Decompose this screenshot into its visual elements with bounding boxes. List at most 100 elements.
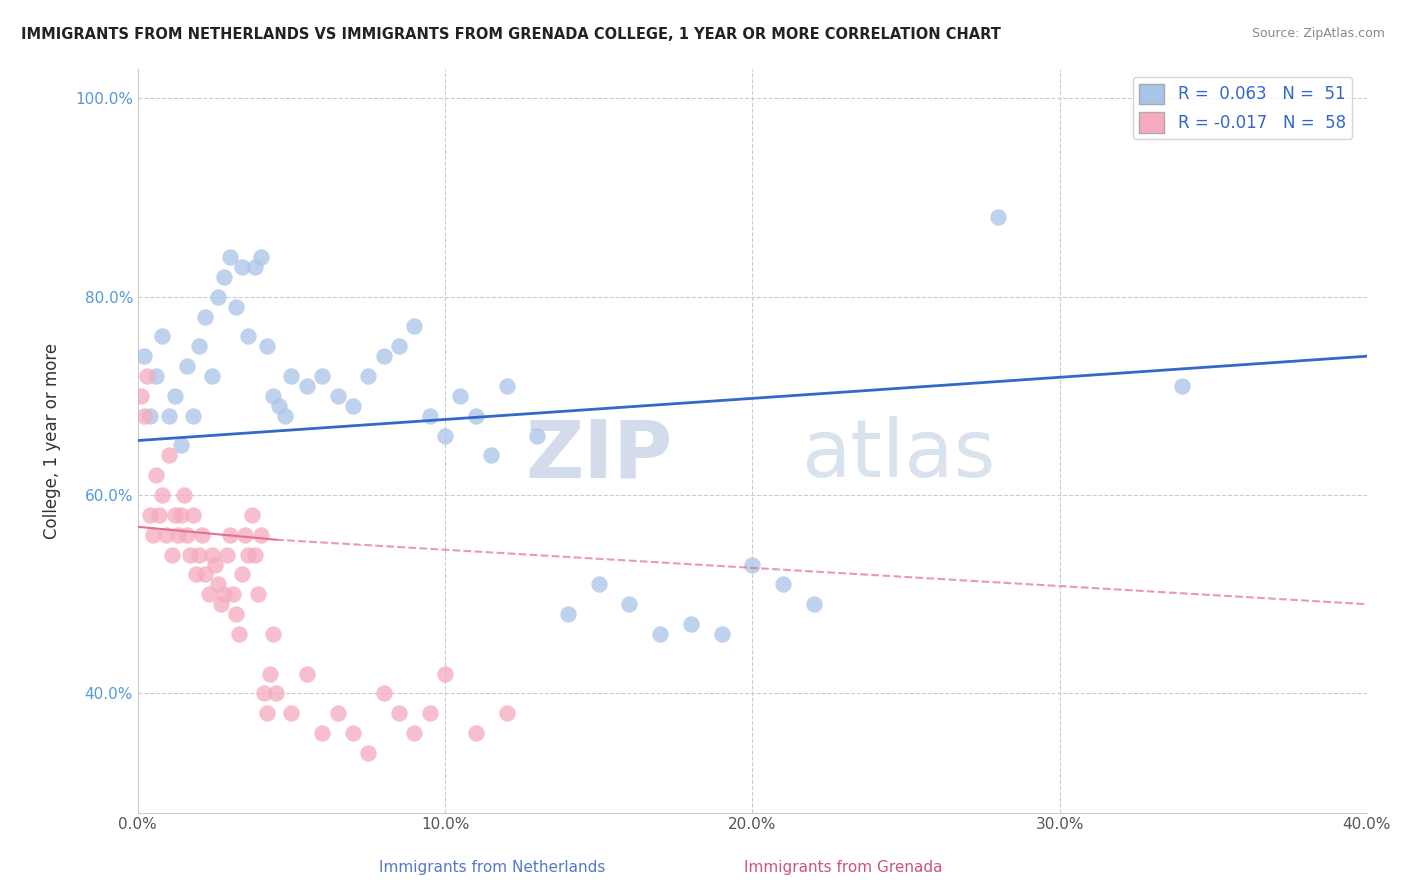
Point	[152, 488, 174, 502]
Text: Source: ZipAtlas.com: Source: ZipAtlas.com	[1251, 27, 1385, 40]
Point	[142, 528, 165, 542]
Point	[145, 468, 167, 483]
Point	[650, 627, 672, 641]
Point	[176, 359, 198, 373]
Point	[136, 369, 159, 384]
Point	[495, 706, 517, 721]
Point	[152, 329, 174, 343]
Point	[246, 587, 269, 601]
Point	[139, 508, 162, 522]
Point	[326, 389, 349, 403]
Point	[238, 548, 260, 562]
Point	[170, 508, 193, 522]
Point	[342, 399, 364, 413]
Point	[222, 587, 245, 601]
Text: IMMIGRANTS FROM NETHERLANDS VS IMMIGRANTS FROM GRENADA COLLEGE, 1 YEAR OR MORE C: IMMIGRANTS FROM NETHERLANDS VS IMMIGRANT…	[21, 27, 1001, 42]
Point	[450, 389, 472, 403]
Point	[262, 389, 284, 403]
Point	[256, 339, 278, 353]
Point	[326, 706, 349, 721]
Point	[434, 666, 457, 681]
Point	[139, 409, 162, 423]
Point	[526, 428, 548, 442]
Point	[157, 449, 180, 463]
Text: atlas: atlas	[801, 417, 995, 494]
Point	[201, 548, 224, 562]
Point	[243, 260, 266, 274]
Point	[170, 438, 193, 452]
Point	[194, 310, 217, 324]
Point	[219, 528, 242, 542]
Point	[464, 409, 486, 423]
Point	[163, 389, 186, 403]
Point	[231, 567, 253, 582]
Point	[274, 409, 297, 423]
Point	[212, 587, 235, 601]
Point	[311, 726, 333, 740]
Point	[342, 726, 364, 740]
Text: Immigrants from Grenada: Immigrants from Grenada	[744, 861, 943, 875]
Point	[129, 389, 152, 403]
Point	[388, 339, 411, 353]
Point	[225, 300, 247, 314]
Point	[157, 409, 180, 423]
Point	[1171, 379, 1194, 393]
Point	[264, 686, 287, 700]
Point	[191, 528, 214, 542]
Point	[373, 686, 395, 700]
Point	[249, 250, 271, 264]
Point	[240, 508, 263, 522]
Point	[619, 597, 641, 611]
Point	[145, 369, 167, 384]
Point	[434, 428, 457, 442]
Point	[235, 528, 257, 542]
Point	[219, 250, 242, 264]
Point	[238, 329, 260, 343]
Point	[132, 349, 155, 363]
Point	[464, 726, 486, 740]
Point	[160, 548, 183, 562]
Point	[280, 369, 302, 384]
Point	[181, 409, 204, 423]
Text: ZIP: ZIP	[526, 417, 672, 494]
Point	[987, 211, 1010, 225]
Point	[495, 379, 517, 393]
Legend: R =  0.063   N =  51, R = -0.017   N =  58: R = 0.063 N = 51, R = -0.017 N = 58	[1133, 77, 1353, 139]
Point	[357, 746, 380, 760]
Point	[388, 706, 411, 721]
Point	[194, 567, 217, 582]
Point	[163, 508, 186, 522]
Point	[256, 706, 278, 721]
Point	[228, 627, 250, 641]
Point	[204, 558, 226, 572]
Point	[404, 319, 426, 334]
Point	[588, 577, 610, 591]
Point	[231, 260, 253, 274]
Point	[176, 528, 198, 542]
Point	[253, 686, 276, 700]
Point	[262, 627, 284, 641]
Point	[179, 548, 201, 562]
Point	[803, 597, 825, 611]
Point	[679, 617, 702, 632]
Y-axis label: College, 1 year or more: College, 1 year or more	[44, 343, 60, 539]
Point	[772, 577, 794, 591]
Point	[404, 726, 426, 740]
Point	[155, 528, 177, 542]
Point	[197, 587, 219, 601]
Point	[188, 339, 211, 353]
Point	[173, 488, 195, 502]
Point	[269, 399, 291, 413]
Point	[186, 567, 208, 582]
Point	[132, 409, 155, 423]
Text: Immigrants from Netherlands: Immigrants from Netherlands	[378, 861, 606, 875]
Point	[207, 577, 229, 591]
Point	[243, 548, 266, 562]
Point	[166, 528, 188, 542]
Point	[207, 290, 229, 304]
Point	[710, 627, 733, 641]
Point	[295, 379, 318, 393]
Point	[280, 706, 302, 721]
Point	[419, 706, 441, 721]
Point	[373, 349, 395, 363]
